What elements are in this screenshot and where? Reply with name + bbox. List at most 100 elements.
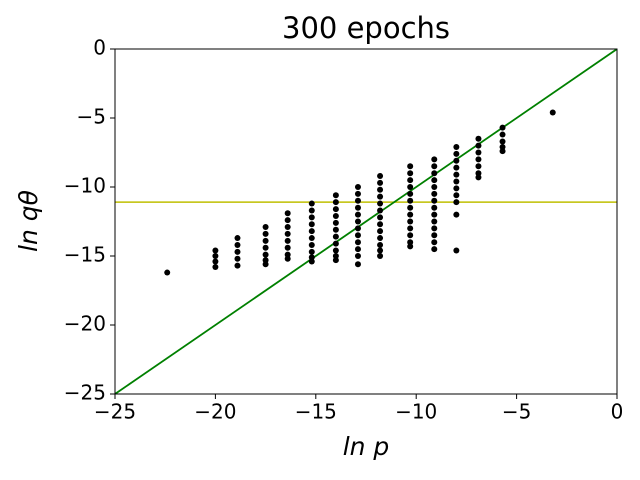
scatter-point: [407, 184, 414, 190]
scatter-point: [284, 210, 291, 217]
scatter-point: [377, 221, 384, 228]
scatter-point: [308, 221, 315, 228]
x-tick-label: −15: [295, 400, 337, 424]
scatter-point: [431, 170, 438, 177]
scatter-point: [407, 190, 414, 197]
scatter-point: [354, 190, 361, 197]
scatter-point: [308, 248, 315, 255]
scatter-point: [332, 233, 339, 240]
scatter-point: [377, 228, 384, 235]
scatter-point: [284, 255, 291, 262]
scatter-point: [354, 218, 361, 225]
scatter-point: [431, 218, 438, 225]
scatter-point: [284, 251, 291, 258]
scatter-point: [332, 206, 339, 213]
scatter-point: [549, 109, 556, 116]
scatter-point: [407, 218, 414, 225]
scatter-point: [377, 235, 384, 242]
scatter-point: [377, 179, 384, 186]
scatter-point: [431, 204, 438, 211]
scatter-point: [499, 143, 506, 150]
scatter-point: [431, 232, 438, 239]
scatter-point: [332, 240, 339, 247]
scatter-point: [475, 135, 482, 142]
scatter-point: [431, 190, 438, 197]
scatter-point: [262, 257, 269, 264]
scatter-point: [332, 253, 339, 259]
scatter-point: [407, 239, 414, 246]
scatter-point: [453, 185, 460, 192]
scatter-point: [308, 241, 315, 248]
scatter-point: [377, 207, 384, 214]
scatter-point: [407, 163, 414, 170]
x-tick-label: −25: [94, 400, 136, 424]
y-tick-label: −5: [77, 105, 106, 129]
scatter-point: [354, 211, 361, 218]
scatter-point: [475, 149, 482, 156]
scatter-point: [475, 163, 482, 170]
scatter-point: [407, 170, 414, 177]
scatter-point: [431, 211, 438, 218]
scatter-point: [431, 225, 438, 232]
scatter-point: [284, 217, 291, 224]
scatter-point: [377, 247, 384, 254]
scatter-point: [308, 254, 315, 261]
scatter-point: [499, 124, 506, 131]
scatter-point: [234, 248, 241, 255]
scatter-point: [431, 163, 438, 170]
scatter-point: [499, 131, 506, 138]
scatter-point: [377, 186, 384, 193]
scatter-point: [234, 235, 241, 242]
scatter-point: [332, 219, 339, 226]
scatter-point: [354, 204, 361, 211]
y-tick-label: 0: [93, 36, 106, 60]
scatter-point: [407, 232, 414, 239]
scatter-point: [332, 199, 339, 206]
scatter-point: [431, 239, 438, 246]
scatter-point: [377, 193, 384, 200]
scatter-point: [354, 246, 361, 253]
scatter-point: [212, 247, 219, 254]
scatter-point: [308, 214, 315, 221]
scatter-point: [164, 269, 171, 276]
scatter-point: [354, 225, 361, 232]
y-tick-label: −15: [64, 243, 106, 267]
scatter-point: [499, 138, 506, 145]
x-tick-label: −10: [395, 400, 437, 424]
scatter-point: [262, 230, 269, 237]
scatter-point: [354, 261, 361, 268]
scatter-point: [407, 225, 414, 232]
scatter-point: [453, 150, 460, 157]
scatter-point: [453, 192, 460, 199]
x-tick-label: 0: [611, 400, 624, 424]
scatter-point: [332, 212, 339, 219]
scatter-point: [407, 204, 414, 211]
y-axis-label: ln qθ: [14, 190, 43, 252]
scatter-point: [453, 171, 460, 178]
scatter-point: [377, 253, 384, 259]
scatter-point: [475, 142, 482, 149]
scatter-point: [308, 235, 315, 242]
x-tick-label: −20: [194, 400, 236, 424]
scatter-point: [332, 247, 339, 254]
scatter-point: [453, 211, 460, 218]
y-tick-label: −20: [64, 312, 106, 336]
x-tick-label: −5: [502, 400, 531, 424]
scatter-point: [284, 224, 291, 231]
scatter-point: [212, 264, 219, 271]
scatter-point: [354, 232, 361, 239]
scatter-point: [354, 253, 361, 259]
scatter-point: [407, 197, 414, 204]
scatter-point: [475, 174, 482, 181]
scatter-point: [354, 184, 361, 190]
scatter-point: [431, 177, 438, 184]
scatter-point: [475, 156, 482, 163]
scatter-point: [377, 200, 384, 207]
scatter-point: [284, 244, 291, 251]
scatter-point: [453, 143, 460, 150]
scatter-point: [407, 211, 414, 218]
scatter-point: [431, 184, 438, 190]
scatter-point: [212, 258, 219, 265]
scatter-point: [453, 178, 460, 185]
